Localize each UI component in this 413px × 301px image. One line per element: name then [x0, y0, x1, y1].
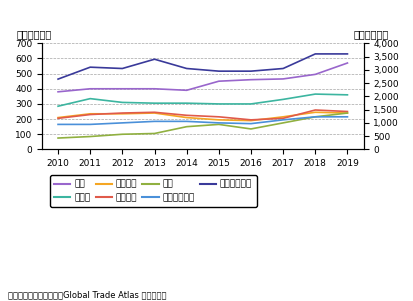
Text: （億ポンド）: （億ポンド） — [353, 29, 388, 39]
Text: 資料：英国歳入関税庁、Global Trade Atlas から作成。: 資料：英国歳入関税庁、Global Trade Atlas から作成。 — [8, 290, 166, 299]
Text: （億ポンド）: （億ポンド） — [16, 29, 51, 39]
Legend: 米国, ドイツ, フランス, オランダ, 中国, アイルランド, 世界（右軸）: 米国, ドイツ, フランス, オランダ, 中国, アイルランド, 世界（右軸） — [50, 175, 256, 207]
